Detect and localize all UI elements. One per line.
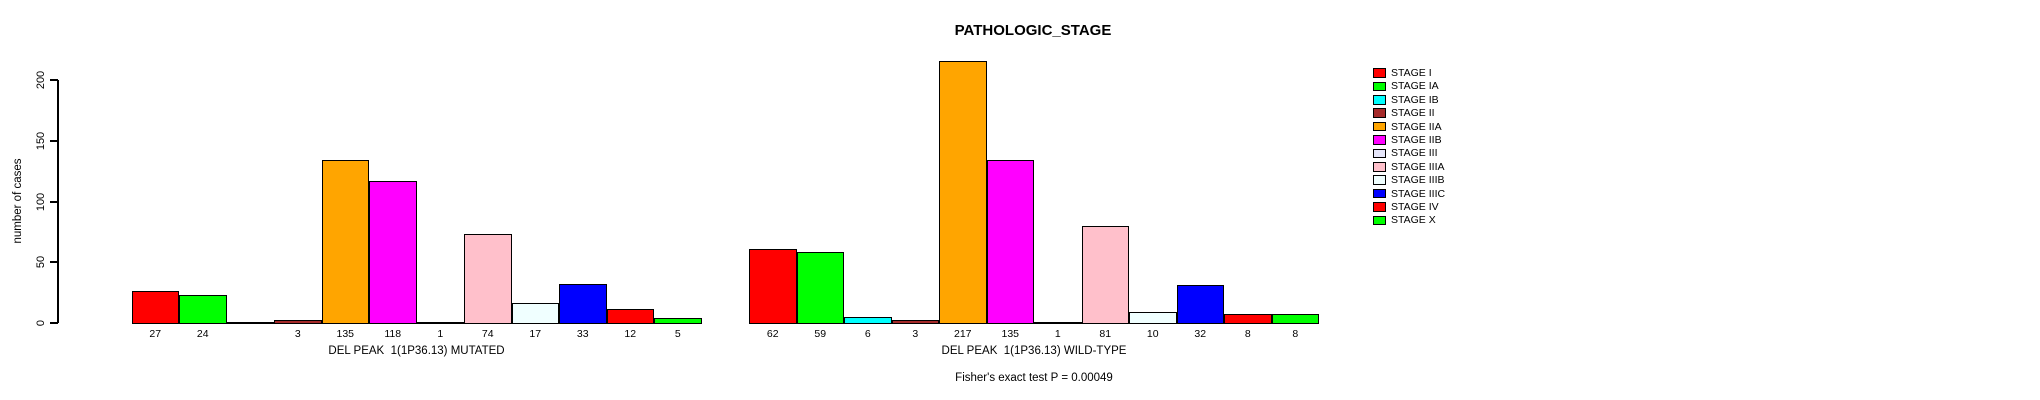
legend-swatch-icon [1373,121,1386,132]
bar-value-label: 8 [1292,328,1299,340]
legend-item: STAGE IIIB [1373,174,1444,187]
bar-value-label: 1 [1054,328,1061,340]
bar-value-label: 135 [336,328,355,340]
bar-stage-iii [1034,322,1082,324]
bar-value-label: 217 [953,328,972,340]
bar-stage-iib [369,180,417,324]
bar-stage-i [749,248,797,324]
fisher-test-annotation: Fisher's exact test P = 0.00049 [955,372,1113,384]
bar-stage-iiic [1176,285,1224,324]
bar-value-label: 74 [481,328,494,340]
legend-item: STAGE III [1373,147,1437,160]
legend-label: STAGE IIIC [1391,187,1446,200]
legend-label: STAGE IIIA [1391,160,1445,173]
bar-value-label: 81 [1099,328,1112,340]
x-axis-label: DEL PEAK 1(1P36.13) MUTATED [328,345,505,357]
bar-stage-i [131,291,179,324]
bar-stage-ii [891,320,939,324]
legend-item: STAGE IB [1373,93,1439,106]
legend-swatch-icon [1373,81,1386,92]
legend-swatch-icon [1373,188,1386,199]
bar-value-label: 59 [814,328,827,340]
bar-value-label: 12 [624,328,637,340]
bar-value-label: 5 [674,328,681,340]
bar-stage-iiia [464,234,512,324]
legend-swatch-icon [1373,68,1386,78]
bar-value-label: 3 [294,328,301,340]
legend-item: STAGE IIA [1373,120,1442,133]
y-tick-label: 150 [35,131,47,151]
bar-value-label: 118 [384,328,402,340]
bar-value-label: 8 [1244,328,1251,340]
legend-item: STAGE II [1373,107,1435,120]
bar-stage-x [654,317,702,324]
legend-swatch-icon [1373,202,1386,212]
bar-stage-iiib [511,303,559,324]
legend-label: STAGE IIIB [1391,174,1445,187]
bar-stage-ib [844,316,892,324]
legend-label: STAGE X [1391,214,1436,227]
bar-stage-ii [274,320,322,324]
y-tick-mark [50,139,58,142]
bar-stage-iv [606,309,654,324]
bar-value-label: 135 [1001,328,1020,340]
bar-stage-iiic [559,283,607,324]
y-tick-label: 50 [35,256,47,269]
y-tick-label: 0 [35,319,47,327]
bar-stage-iiib [1129,311,1177,324]
bar-value-label: 6 [864,328,871,340]
legend-label: STAGE I [1391,67,1432,79]
x-axis-label: DEL PEAK 1(1P36.13) WILD-TYPE [941,345,1127,357]
legend-label: STAGE IIA [1391,120,1442,133]
legend-swatch-icon [1373,162,1386,172]
bar-stage-x [1271,314,1319,324]
legend-swatch-icon [1373,95,1386,105]
y-tick-mark [50,79,58,82]
y-tick-mark [50,200,58,203]
bar-value-label: 32 [1194,328,1207,340]
bar-stage-iia [939,60,987,324]
y-axis-label: number of cases [12,158,24,244]
y-tick-mark [50,322,58,324]
legend-swatch-icon [1373,175,1386,185]
legend-item: STAGE IIIC [1373,187,1445,200]
bar-stage-iia [321,160,369,324]
bar-stage-iiia [1081,225,1129,324]
bar-stage-iii [416,322,464,324]
bar-stage-ia [179,294,227,324]
bar-stage-iib [986,160,1034,324]
legend-swatch-icon [1373,148,1386,159]
y-tick-label: 100 [35,192,47,211]
legend-item: STAGE IIIA [1373,160,1444,173]
legend-label: STAGE II [1391,107,1435,120]
legend-item: STAGE I [1373,67,1432,80]
y-axis [57,80,59,323]
legend-label: STAGE IA [1391,80,1439,93]
legend-swatch-icon [1373,215,1386,226]
legend-label: STAGE III [1391,147,1438,160]
legend-swatch-icon [1373,135,1386,145]
legend-item: STAGE X [1373,214,1436,227]
bar-value-label: 27 [149,328,162,340]
bar-value-label: 62 [766,328,779,340]
bar-value-label: 24 [196,328,209,340]
y-tick-label: 200 [35,71,47,90]
bar-value-label: 1 [437,328,444,340]
legend-label: STAGE IV [1391,201,1439,213]
bar-value-label: 33 [576,328,589,340]
bar-value-label: 10 [1146,328,1159,340]
chart-title: PATHOLOGIC_STAGE [954,22,1112,39]
legend-label: STAGE IIB [1391,134,1442,146]
bar-stage-ia [796,252,844,324]
legend-label: STAGE IB [1391,93,1439,106]
y-tick-mark [50,261,58,264]
legend-item: STAGE IIB [1373,134,1442,147]
bar-stage-iv [1224,314,1272,324]
legend-swatch-icon [1373,108,1386,118]
bar-value-label: 3 [912,328,919,340]
bar-value-label: 17 [529,328,542,340]
legend-item: STAGE IA [1373,80,1439,93]
legend-item: STAGE IV [1373,201,1439,214]
